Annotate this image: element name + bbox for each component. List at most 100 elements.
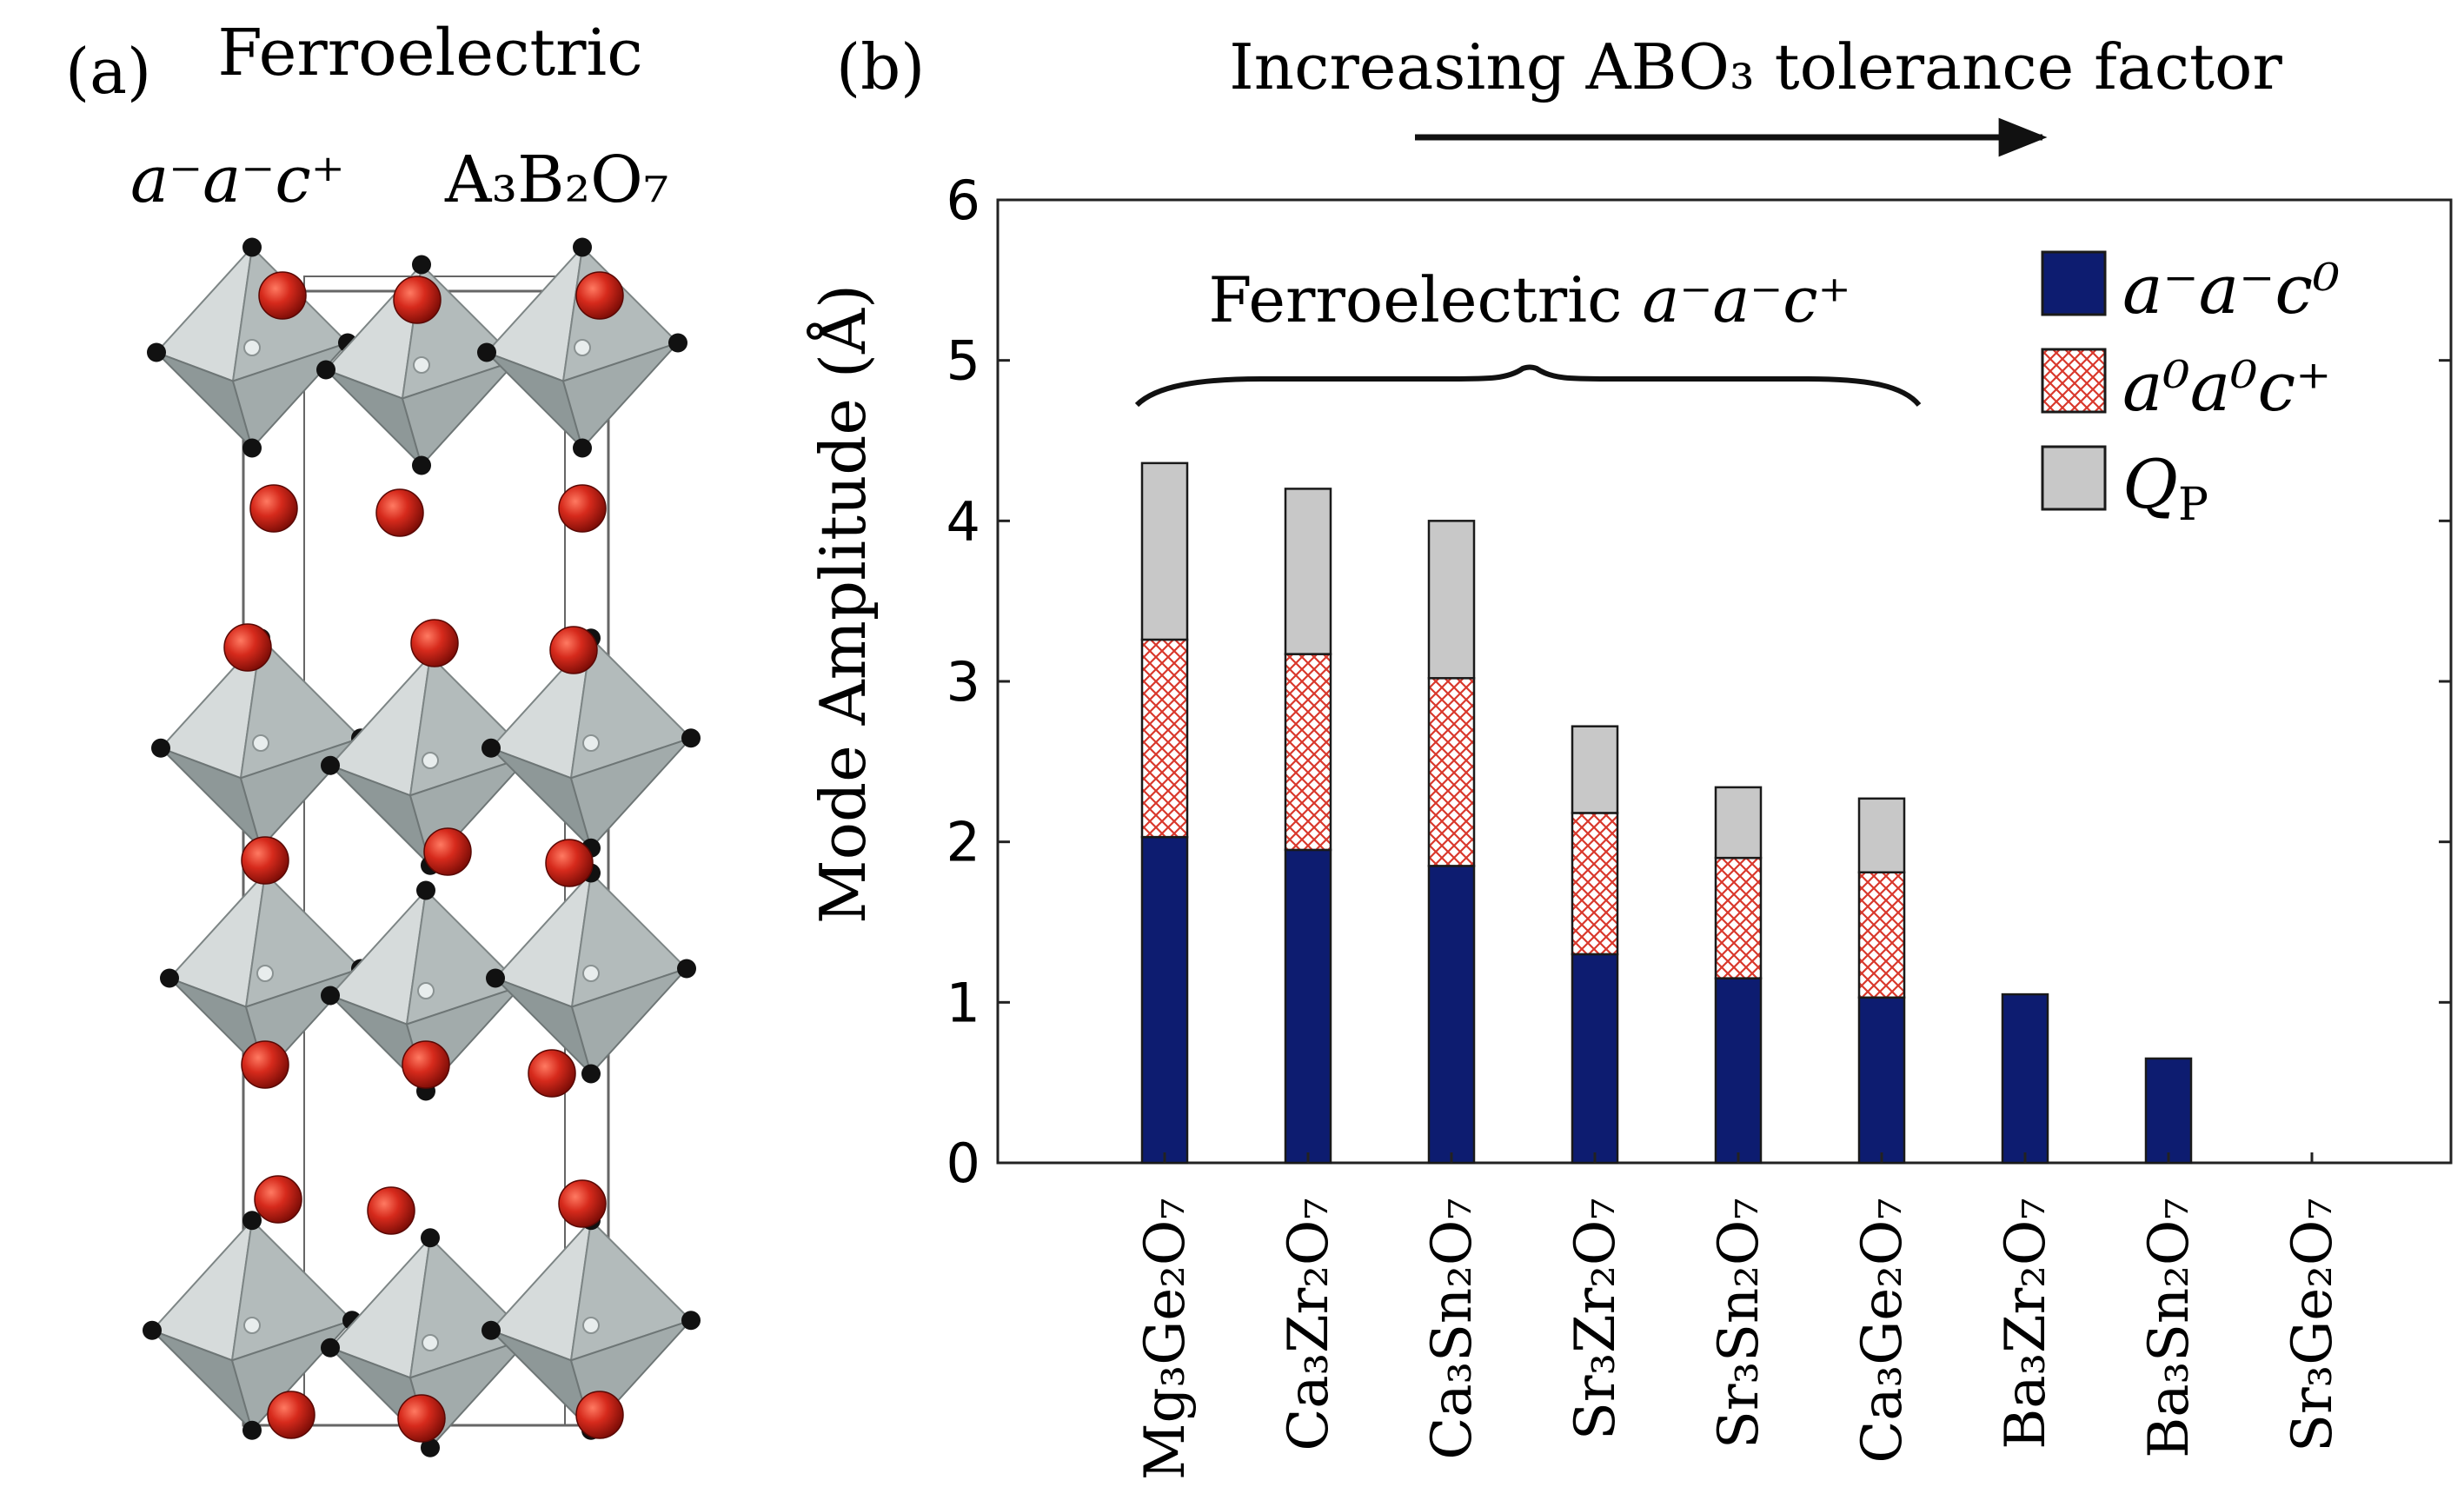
b-site-atom xyxy=(243,339,261,356)
oxygen-atom xyxy=(143,1320,162,1340)
x-tick-label: Ca₃Zr₂O₇ xyxy=(1277,1198,1341,1451)
legend: a⁻a⁻c⁰ a⁰a⁰c⁺ QP xyxy=(2041,250,2340,531)
panel-a-formula: A₃B₂O₇ xyxy=(444,143,668,217)
oxygen-atom xyxy=(477,342,496,362)
a-site-atom xyxy=(375,488,424,537)
bar-segment xyxy=(1284,848,1332,1165)
oxygen-atom xyxy=(412,455,431,475)
a-site-atom xyxy=(558,1179,607,1228)
bar-segment xyxy=(1140,461,1189,641)
b-site-atom xyxy=(413,356,430,374)
oxygen-atom xyxy=(242,438,262,458)
x-tick-label: Ba₃Zr₂O₇ xyxy=(1994,1198,2058,1450)
bar-segment xyxy=(1427,865,1476,1165)
panel-b-label: (b) xyxy=(836,30,925,103)
a-site-atom xyxy=(223,623,272,672)
x-tick-label: Ba₃Sn₂O₇ xyxy=(2137,1198,2202,1458)
bar-segment xyxy=(1571,812,1619,956)
panel-a: (a) Ferroelectric a⁻a⁻c⁺ A₃B₂O₇ xyxy=(65,16,701,1457)
octahedron xyxy=(321,646,540,875)
bars xyxy=(1140,461,2314,1165)
oxygen-atom xyxy=(482,738,501,758)
b-site-atom xyxy=(582,734,600,752)
oxygen-atom xyxy=(681,1311,701,1331)
b-site-atom xyxy=(252,734,269,752)
bar-segment xyxy=(1714,977,1763,1165)
oxygen-atom xyxy=(573,237,592,257)
a-site-atom xyxy=(575,1391,624,1439)
oxygen-atom xyxy=(321,986,340,1006)
oxygen-atom xyxy=(681,728,701,748)
panel-b: (b) Increasing ABO₃ tolerance factor 0 1 2… xyxy=(806,30,2453,1480)
x-tick-label: Sr₃Zr₂O₇ xyxy=(1564,1198,1628,1440)
octahedron xyxy=(486,863,696,1084)
y-axis-label: Mode Amplitude (Å) xyxy=(806,284,880,924)
a-site-atom xyxy=(558,484,607,533)
a-site-atom xyxy=(575,271,624,320)
octahedron-face xyxy=(561,341,681,450)
a-site-atom xyxy=(241,1040,289,1089)
octahedron xyxy=(321,880,531,1101)
x-tick-label: Sr₃Ge₂O₇ xyxy=(2281,1198,2345,1452)
b-site-atom xyxy=(422,752,439,769)
a-site-atom xyxy=(254,1175,302,1224)
x-tick-label: Sr₃Sn₂O₇ xyxy=(1707,1198,1771,1449)
a-site-atom xyxy=(258,271,307,320)
legend-swatch xyxy=(2041,250,2107,316)
b-site-atom xyxy=(256,965,274,982)
a-site-atom xyxy=(367,1186,415,1235)
oxygen-atom xyxy=(482,1320,501,1340)
bar-segment xyxy=(1857,871,1906,999)
legend-label: QP xyxy=(2122,446,2208,531)
oxygen-atom xyxy=(242,1211,262,1231)
oxygen-atom xyxy=(581,1064,601,1084)
oxygen-atom xyxy=(421,1228,440,1248)
ferroelectric-brace: Ferroelectric a⁻a⁻c⁺ xyxy=(1134,263,1922,408)
octahedron xyxy=(482,628,701,858)
x-tick-label: Ca₃Sn₂O₇ xyxy=(1420,1198,1484,1460)
b-site-atom xyxy=(582,1317,600,1334)
bar-segment xyxy=(1427,677,1476,867)
a-site-atom xyxy=(402,1040,450,1089)
brace-curve xyxy=(1134,364,1922,408)
y-tick-label: 4 xyxy=(946,489,980,553)
octahedron-face xyxy=(570,966,690,1076)
a-site-atom xyxy=(267,1391,315,1439)
oxygen-atom xyxy=(412,255,431,275)
legend-label-main: Q xyxy=(2122,446,2178,524)
oxygen-atom xyxy=(316,360,335,380)
oxygen-atom xyxy=(242,237,262,257)
brace-label: Ferroelectric a⁻a⁻c⁺ xyxy=(1208,263,1850,336)
x-tick-label: Mg₃Ge₂O₇ xyxy=(1133,1198,1198,1480)
octahedron xyxy=(147,237,357,458)
oxygen-atom xyxy=(573,438,592,458)
y-tick-label: 5 xyxy=(946,329,980,393)
b-site-atom xyxy=(574,339,591,356)
x-axis-tick-labels: Mg₃Ge₂O₇ Ca₃Zr₂O₇ Ca₃Sn₂O₇ Sr₃Zr₂O₇ Sr₃Sn₂O₇… xyxy=(1133,1198,2345,1480)
a-site-atom xyxy=(249,484,298,533)
a-site-atom xyxy=(545,839,594,887)
a-site-atom xyxy=(397,1394,446,1443)
legend-label: a⁻a⁻c⁰ xyxy=(2122,251,2340,329)
a-site-atom xyxy=(549,626,598,674)
oxygen-atom xyxy=(242,1420,262,1440)
panel-a-label: (a) xyxy=(65,35,151,108)
bar-segment xyxy=(1427,520,1476,680)
a-site-atom xyxy=(410,619,459,667)
b-site-atom xyxy=(422,1334,439,1351)
b-site-atom xyxy=(582,965,600,982)
bar-segment xyxy=(1284,653,1332,852)
oxygen-atom xyxy=(321,755,340,775)
oxygen-atom xyxy=(147,342,166,362)
bar-segment xyxy=(1571,953,1619,1165)
y-tick-label: 2 xyxy=(946,811,980,874)
oxygen-atom xyxy=(321,1338,340,1358)
octahedron xyxy=(482,1211,701,1440)
oxygen-atom xyxy=(486,968,505,988)
x-tick-label: Ca₃Ge₂O₇ xyxy=(1850,1198,1915,1464)
oxygen-atom xyxy=(677,959,696,979)
oxygen-atom xyxy=(151,738,170,758)
bar-segment xyxy=(1714,786,1763,860)
a-site-atom xyxy=(241,836,289,885)
